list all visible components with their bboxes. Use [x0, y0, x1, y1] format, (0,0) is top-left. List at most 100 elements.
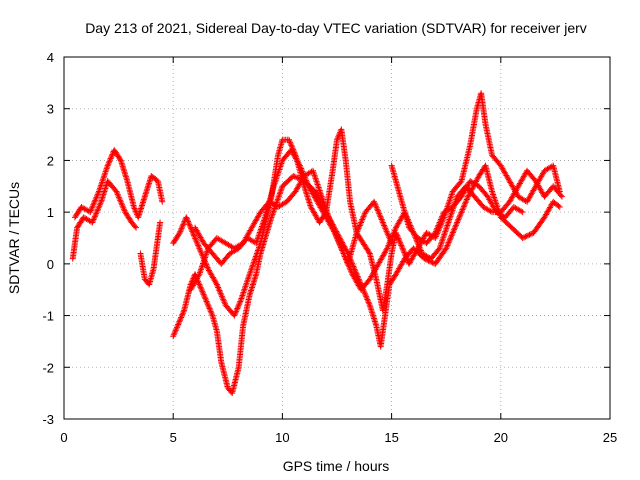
- data-point: [246, 271, 253, 278]
- data-point: [120, 204, 127, 211]
- data-point: [434, 223, 441, 230]
- data-point: [304, 180, 311, 187]
- data-point: [329, 225, 336, 232]
- data-point: [290, 172, 297, 179]
- grid: [64, 57, 610, 419]
- data-point: [359, 215, 366, 222]
- data-point: [89, 204, 96, 211]
- data-point: [379, 219, 386, 226]
- y-axis-label: SDTVAR / TECUs: [6, 182, 22, 294]
- data-point: [199, 288, 206, 295]
- data-point: [448, 233, 455, 240]
- data-point: [176, 317, 183, 324]
- data-point: [206, 305, 213, 312]
- data-point: [331, 229, 338, 236]
- data-point: [400, 248, 407, 255]
- data-point: [518, 208, 525, 215]
- x-tick-label: 5: [170, 430, 177, 445]
- data-point: [446, 236, 453, 243]
- data-point: [217, 290, 224, 297]
- data-point: [105, 161, 112, 168]
- data-point: [197, 282, 204, 289]
- data-point: [335, 238, 342, 245]
- data-point: [96, 201, 103, 208]
- data-point: [177, 315, 184, 322]
- data-point: [462, 200, 469, 207]
- data-point: [192, 235, 199, 242]
- data-point: [415, 241, 422, 248]
- data-point: [487, 208, 494, 215]
- data-point: [436, 220, 443, 227]
- data-point: [348, 268, 355, 275]
- data-point: [360, 213, 367, 220]
- data-point: [96, 203, 103, 210]
- chart-title: Day 213 of 2021, Sidereal Day-to-day VTE…: [85, 20, 587, 36]
- data-point: [303, 178, 310, 185]
- data-point: [200, 291, 207, 298]
- data-point: [523, 233, 530, 240]
- data-point: [458, 207, 465, 214]
- data-point: [191, 232, 198, 239]
- data-point: [133, 224, 140, 231]
- data-point: [108, 152, 115, 159]
- data-point: [215, 285, 222, 292]
- data-point: [94, 207, 101, 214]
- data-point: [177, 227, 184, 234]
- data-point: [185, 219, 192, 226]
- data-point: [296, 162, 303, 169]
- data-point: [201, 294, 208, 301]
- data-point: [339, 247, 346, 254]
- data-point: [381, 222, 388, 229]
- data-point: [131, 223, 138, 230]
- data-point: [371, 198, 378, 205]
- data-point: [219, 294, 226, 301]
- data-point: [213, 280, 220, 287]
- data-point: [454, 219, 461, 226]
- data-point: [338, 246, 345, 253]
- data-point: [250, 259, 257, 266]
- data-point: [403, 253, 410, 260]
- data-series: [388, 162, 526, 247]
- data-point: [391, 227, 398, 234]
- data-point: [341, 253, 348, 260]
- data-point: [460, 205, 467, 212]
- data-point: [205, 302, 212, 309]
- data-point: [334, 235, 341, 242]
- data-point: [294, 174, 301, 181]
- data-point: [248, 265, 255, 272]
- data-point: [334, 135, 341, 142]
- data-series: [137, 219, 164, 288]
- data-point: [94, 191, 101, 198]
- data-point: [361, 290, 368, 297]
- data-point: [191, 234, 198, 241]
- data-point: [392, 226, 399, 233]
- data-point: [119, 201, 126, 208]
- data-point: [387, 237, 394, 244]
- data-point: [334, 136, 340, 143]
- data-point: [364, 296, 371, 303]
- data-point: [195, 242, 202, 249]
- data-point: [526, 231, 533, 238]
- data-point: [376, 210, 383, 217]
- data-point: [251, 256, 258, 263]
- data-point: [346, 263, 353, 270]
- data-point: [361, 212, 368, 219]
- data-point: [178, 314, 185, 321]
- data-point: [277, 187, 284, 194]
- data-point: [233, 306, 240, 313]
- y-tick-label: -1: [42, 309, 54, 324]
- data-point: [453, 220, 460, 227]
- data-point: [457, 179, 464, 186]
- data-point: [236, 301, 243, 308]
- data-point: [237, 298, 244, 305]
- data-point: [93, 210, 100, 217]
- data-point: [175, 231, 182, 238]
- y-tick-label: 1: [47, 205, 54, 220]
- data-point: [90, 216, 97, 223]
- data-point: [456, 213, 463, 220]
- data-point: [105, 159, 112, 166]
- data-point: [179, 310, 186, 317]
- data-point: [90, 200, 97, 207]
- data-point: [395, 235, 402, 242]
